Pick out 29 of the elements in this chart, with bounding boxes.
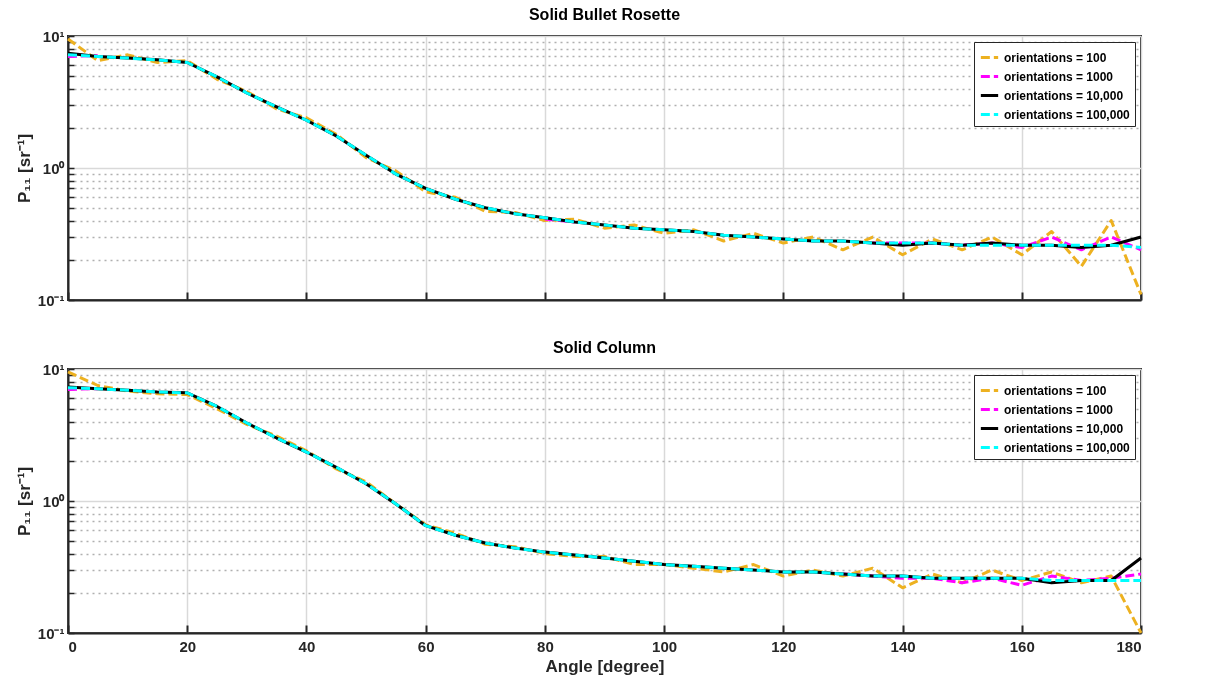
x-tick-label: 100 [652, 637, 678, 655]
x-tick-label: 0 [68, 637, 77, 655]
legend-label: orientations = 10,000 [1004, 421, 1124, 436]
x-tick-label: 60 [417, 637, 435, 655]
y-axis-title: P₁₁ [sr⁻¹] [14, 133, 34, 204]
x-tick-label: 160 [1009, 637, 1035, 655]
x-tick-label: 180 [1116, 637, 1142, 655]
y-tick-label: 10⁰ [42, 159, 66, 177]
x-axis-title: Angle [degree] [545, 656, 665, 676]
x-tick-label: 40 [298, 637, 316, 655]
x-tick-label: 120 [771, 637, 797, 655]
y-tick-label: 10¹ [42, 360, 65, 378]
chart-title: Solid Column [552, 339, 657, 356]
legend-label: orientations = 100,000 [1004, 440, 1131, 455]
legend-label: orientations = 100 [1004, 383, 1107, 398]
legend-label: orientations = 1000 [1004, 402, 1114, 417]
legend-label: orientations = 100,000 [1004, 107, 1131, 122]
legend-label: orientations = 100 [1004, 50, 1107, 65]
x-tick-label: 140 [890, 637, 916, 655]
y-tick-label: 10¹ [42, 27, 65, 45]
y-axis-title: P₁₁ [sr⁻¹] [14, 466, 34, 537]
x-tick-label: 80 [537, 637, 554, 655]
legend-label: orientations = 1000 [1004, 69, 1114, 84]
y-tick-label: 10⁻¹ [37, 624, 65, 642]
y-tick-label: 10⁻¹ [37, 291, 65, 309]
y-tick-label: 10⁰ [42, 492, 66, 510]
chart-title: Solid Bullet Rosette [528, 6, 681, 23]
legend-label: orientations = 10,000 [1004, 88, 1124, 103]
x-tick-label: 20 [179, 637, 197, 655]
